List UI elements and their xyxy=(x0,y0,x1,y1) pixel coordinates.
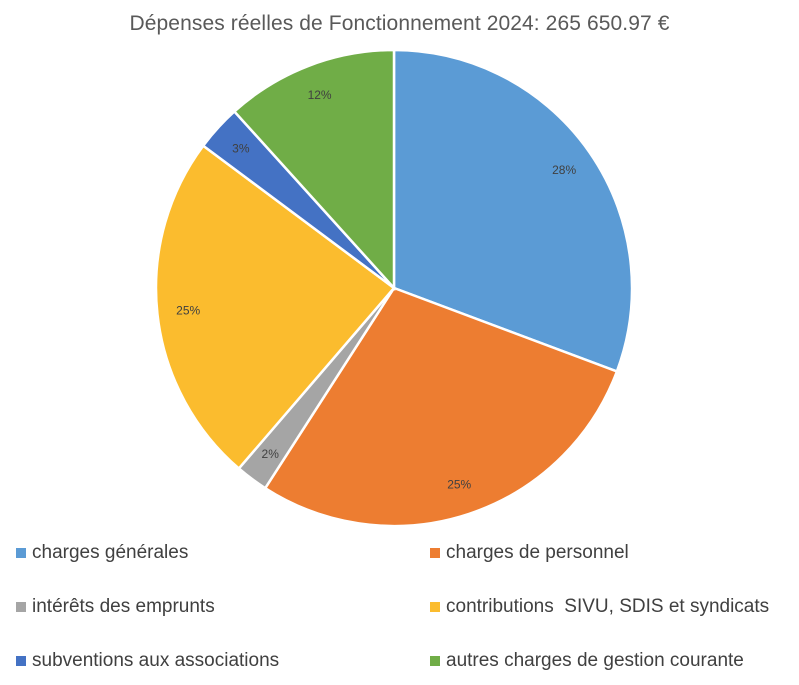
legend-item: contributions SIVU, SDIS et syndicats xyxy=(430,596,769,618)
legend-label: contributions SIVU, SDIS et syndicats xyxy=(446,596,770,617)
pie-chart: 28% 25% 2% 25% 3% 12% xyxy=(154,48,634,528)
data-label-5: 12% xyxy=(308,88,332,102)
pie-slice-5 xyxy=(232,48,396,292)
data-label-3: 25% xyxy=(176,304,200,318)
legend-label: intérêts des emprunts xyxy=(32,596,215,617)
data-label-0: 28% xyxy=(552,163,576,177)
data-label-1: 25% xyxy=(447,478,471,492)
pie-slice-0 xyxy=(392,48,634,374)
legend-item: charges de personnel xyxy=(430,542,629,564)
data-label-4: 3% xyxy=(232,142,250,156)
legend-item: autres charges de gestion courante xyxy=(430,650,744,672)
legend-swatch xyxy=(430,602,440,612)
legend-swatch xyxy=(16,548,26,558)
pie-slice-3 xyxy=(154,143,396,471)
legend-label: charges de personnel xyxy=(446,542,629,563)
data-label-2: 2% xyxy=(262,447,280,461)
legend-item: intérêts des emprunts xyxy=(16,596,215,618)
legend-label: charges générales xyxy=(32,542,189,563)
legend-item: subventions aux associations xyxy=(16,650,279,672)
pie-slice-1 xyxy=(263,286,619,528)
legend-swatch xyxy=(16,602,26,612)
legend-swatch xyxy=(430,548,440,558)
legend-swatch xyxy=(430,656,440,666)
legend-label: subventions aux associations xyxy=(32,650,280,671)
legend-swatch xyxy=(16,656,26,666)
legend-item: charges générales xyxy=(16,542,188,564)
chart-title: Dépenses réelles de Fonctionnement 2024:… xyxy=(129,12,670,35)
legend-label: autres charges de gestion courante xyxy=(446,650,744,671)
